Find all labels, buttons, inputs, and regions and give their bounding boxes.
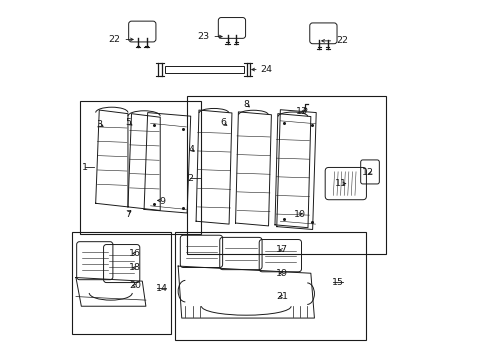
Bar (187, 96, 386, 253)
Text: 6: 6 (220, 118, 225, 127)
Text: 15: 15 (331, 278, 343, 287)
Text: 12: 12 (362, 168, 373, 177)
Text: 7: 7 (125, 210, 131, 219)
Bar (174, 232, 366, 339)
Text: 18: 18 (129, 264, 141, 273)
Text: 14: 14 (156, 284, 168, 293)
Text: 9: 9 (159, 197, 164, 206)
Text: 10: 10 (293, 210, 305, 219)
Text: 21: 21 (276, 292, 287, 301)
Text: 2: 2 (186, 174, 193, 183)
Bar (80, 101, 201, 234)
Text: 11: 11 (335, 179, 346, 188)
Bar (72, 232, 171, 334)
Text: 22: 22 (335, 36, 347, 45)
Bar (164, 66, 244, 73)
Text: 24: 24 (260, 65, 272, 74)
Text: 5: 5 (125, 118, 131, 127)
Text: 8: 8 (243, 100, 249, 109)
Text: 3: 3 (96, 120, 102, 129)
Text: 20: 20 (129, 281, 141, 290)
Text: 19: 19 (276, 269, 287, 278)
Text: 4: 4 (188, 145, 194, 154)
Text: 16: 16 (129, 249, 141, 258)
Text: 23: 23 (197, 32, 209, 41)
Text: 17: 17 (276, 246, 287, 255)
Text: 22: 22 (108, 35, 121, 44)
Text: 13: 13 (295, 107, 307, 116)
Text: 1: 1 (82, 163, 88, 172)
